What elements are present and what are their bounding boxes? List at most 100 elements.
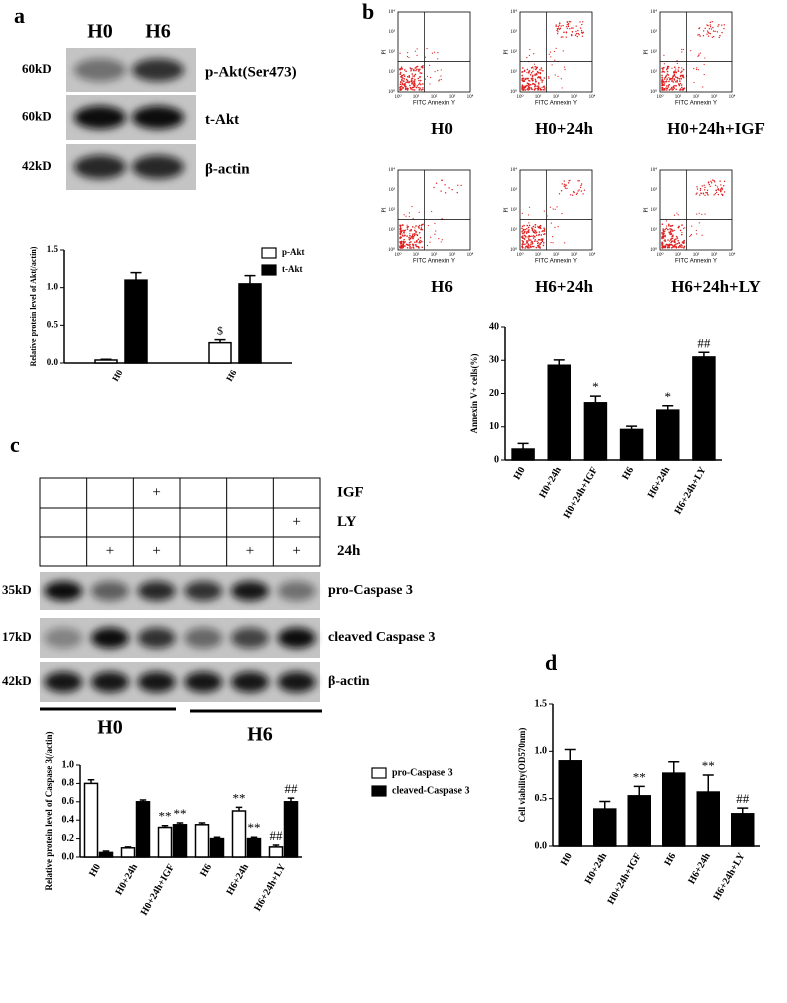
flow-dot bbox=[414, 78, 416, 81]
flow-dot bbox=[707, 194, 709, 196]
flow-dot bbox=[419, 241, 422, 244]
flow-dot bbox=[534, 232, 536, 234]
flow-dot bbox=[706, 192, 708, 194]
flow-dot bbox=[526, 56, 528, 59]
flow-dot bbox=[663, 240, 665, 242]
y-tick-label: 0.0 bbox=[535, 840, 548, 851]
flow-tick: 10¹ bbox=[535, 94, 542, 100]
flow-dot bbox=[420, 227, 423, 229]
x-tick-label: H6 bbox=[662, 851, 678, 868]
flow-dot bbox=[414, 74, 416, 76]
flow-dot bbox=[538, 238, 541, 241]
flow-dot bbox=[537, 244, 540, 247]
flow-dot bbox=[422, 65, 424, 67]
flow-dot bbox=[429, 241, 431, 243]
band-label: cleaved Caspase 3 bbox=[328, 630, 435, 645]
flow-dot bbox=[418, 231, 421, 234]
flow-dot bbox=[403, 75, 406, 77]
flow-tick: 10² bbox=[389, 49, 396, 55]
y-tick-label: 1.0 bbox=[62, 759, 75, 770]
flow-dot bbox=[673, 71, 676, 74]
flow-dot bbox=[543, 85, 545, 88]
flow-dot bbox=[541, 81, 543, 83]
error-bar bbox=[235, 806, 243, 811]
flow-dot bbox=[528, 229, 530, 231]
error-bar bbox=[161, 824, 169, 828]
flow-dot bbox=[552, 242, 554, 244]
flow-dot bbox=[416, 234, 419, 236]
flow-x-label: FITC Annexin Y bbox=[535, 101, 577, 107]
flow-dot bbox=[703, 63, 705, 66]
flow-dot bbox=[531, 83, 534, 85]
flow-dot bbox=[699, 188, 702, 190]
blot-band bbox=[44, 671, 83, 693]
flow-dot bbox=[440, 75, 442, 77]
flow-tick: 10¹ bbox=[413, 252, 420, 258]
flow-dot bbox=[403, 235, 405, 237]
flow-tick: 10⁴ bbox=[589, 252, 596, 258]
flow-dot bbox=[414, 50, 417, 52]
flow-dot bbox=[526, 77, 529, 80]
flow-dot bbox=[664, 239, 666, 241]
flow-dot bbox=[538, 233, 541, 236]
flow-dot bbox=[704, 213, 706, 215]
flow-x-label: FITC Annexin Y bbox=[413, 259, 455, 265]
flow-dot bbox=[667, 224, 670, 227]
flow-dot bbox=[521, 85, 524, 88]
flow-tick: 10² bbox=[431, 252, 438, 258]
flow-dot bbox=[406, 55, 409, 58]
flow-dot bbox=[675, 81, 677, 83]
flow-dot bbox=[418, 224, 421, 227]
flow-dot bbox=[567, 182, 570, 184]
y-tick-label: 1.5 bbox=[535, 698, 548, 709]
flow-dot bbox=[561, 213, 563, 215]
flow-dot bbox=[532, 79, 534, 82]
flow-dot bbox=[418, 240, 421, 243]
bar bbox=[238, 283, 262, 364]
flow-dot bbox=[664, 245, 666, 247]
flow-dot bbox=[709, 185, 711, 188]
flow-dot bbox=[525, 236, 527, 238]
flow-dot bbox=[530, 72, 533, 74]
sample-label: H0 bbox=[431, 119, 453, 138]
flow-dot bbox=[571, 34, 573, 37]
bar bbox=[583, 402, 608, 461]
flow-dot bbox=[669, 88, 672, 90]
flow-dot bbox=[400, 74, 403, 77]
flow-dot bbox=[668, 223, 670, 226]
flow-dot bbox=[403, 214, 405, 216]
flow-dot bbox=[418, 82, 421, 84]
flow-dot bbox=[670, 241, 672, 244]
legend-label: cleaved-Caspase 3 bbox=[392, 785, 470, 796]
flow-dot bbox=[661, 76, 663, 79]
lane-label: H0 bbox=[87, 21, 113, 43]
flow-dot bbox=[714, 184, 717, 187]
band-size: 17kD bbox=[2, 629, 32, 644]
flow-dot bbox=[437, 58, 439, 60]
flow-dot bbox=[683, 87, 686, 89]
flow-dot bbox=[711, 36, 714, 38]
flow-dot bbox=[531, 235, 533, 238]
flow-dot bbox=[528, 82, 530, 85]
flow-frame bbox=[519, 169, 593, 251]
flow-dot bbox=[661, 81, 663, 84]
condition-label: LY bbox=[337, 514, 357, 530]
y-tick-label: 1.0 bbox=[47, 282, 59, 292]
flow-dot bbox=[403, 231, 405, 233]
flow-dot bbox=[400, 246, 403, 249]
flow-dot bbox=[409, 243, 411, 246]
flow-dot bbox=[532, 74, 534, 77]
flow-dot bbox=[404, 234, 406, 236]
bar bbox=[283, 801, 299, 858]
flow-dot bbox=[528, 86, 531, 89]
flow-dot bbox=[704, 194, 706, 197]
condition-label: IGF bbox=[337, 484, 364, 500]
flow-dot bbox=[697, 69, 699, 71]
flow-dot bbox=[560, 25, 562, 27]
flow-tick: 10³ bbox=[389, 187, 396, 193]
flow-tick: 10⁰ bbox=[388, 247, 395, 253]
flow-dot bbox=[560, 78, 562, 80]
flow-dot bbox=[399, 246, 401, 249]
flow-dot bbox=[714, 192, 717, 195]
flow-dot bbox=[530, 67, 533, 69]
